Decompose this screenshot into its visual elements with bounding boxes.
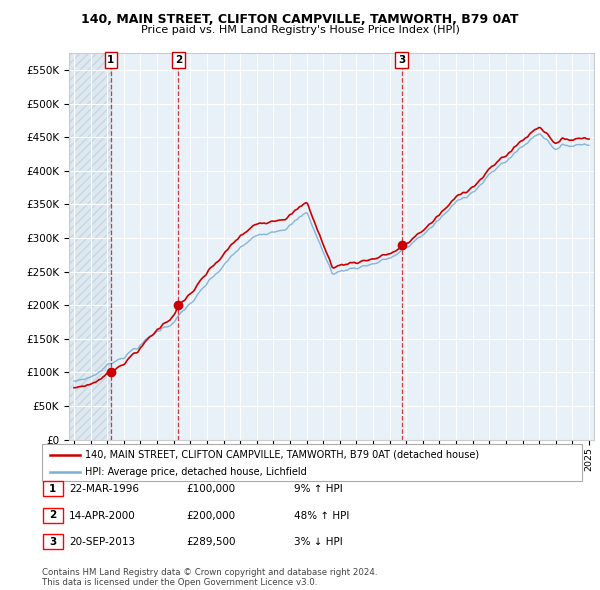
Text: 2: 2 [175,55,182,65]
Text: 1: 1 [107,55,115,65]
FancyBboxPatch shape [43,534,62,549]
Text: HPI: Average price, detached house, Lichfield: HPI: Average price, detached house, Lich… [85,467,307,477]
Text: 22-MAR-1996: 22-MAR-1996 [69,484,139,494]
Text: 2: 2 [49,510,56,520]
Text: 140, MAIN STREET, CLIFTON CAMPVILLE, TAMWORTH, B79 0AT: 140, MAIN STREET, CLIFTON CAMPVILLE, TAM… [81,13,519,26]
Text: 1: 1 [49,484,56,493]
Text: 9% ↑ HPI: 9% ↑ HPI [294,484,343,494]
Text: Contains HM Land Registry data © Crown copyright and database right 2024.
This d: Contains HM Land Registry data © Crown c… [42,568,377,587]
Text: 3% ↓ HPI: 3% ↓ HPI [294,537,343,547]
Text: 140, MAIN STREET, CLIFTON CAMPVILLE, TAMWORTH, B79 0AT (detached house): 140, MAIN STREET, CLIFTON CAMPVILLE, TAM… [85,450,479,460]
Text: £200,000: £200,000 [186,511,235,520]
FancyBboxPatch shape [43,481,62,496]
Text: 3: 3 [49,537,56,546]
Text: 14-APR-2000: 14-APR-2000 [69,511,136,520]
Text: £289,500: £289,500 [186,537,235,547]
Bar [69,53,111,440]
Text: 48% ↑ HPI: 48% ↑ HPI [294,511,349,520]
FancyBboxPatch shape [43,507,62,523]
Text: £100,000: £100,000 [186,484,235,494]
Text: 20-SEP-2013: 20-SEP-2013 [69,537,135,547]
Bar [69,53,111,440]
Text: Price paid vs. HM Land Registry's House Price Index (HPI): Price paid vs. HM Land Registry's House … [140,25,460,35]
FancyBboxPatch shape [42,444,582,481]
Text: 3: 3 [398,55,405,65]
